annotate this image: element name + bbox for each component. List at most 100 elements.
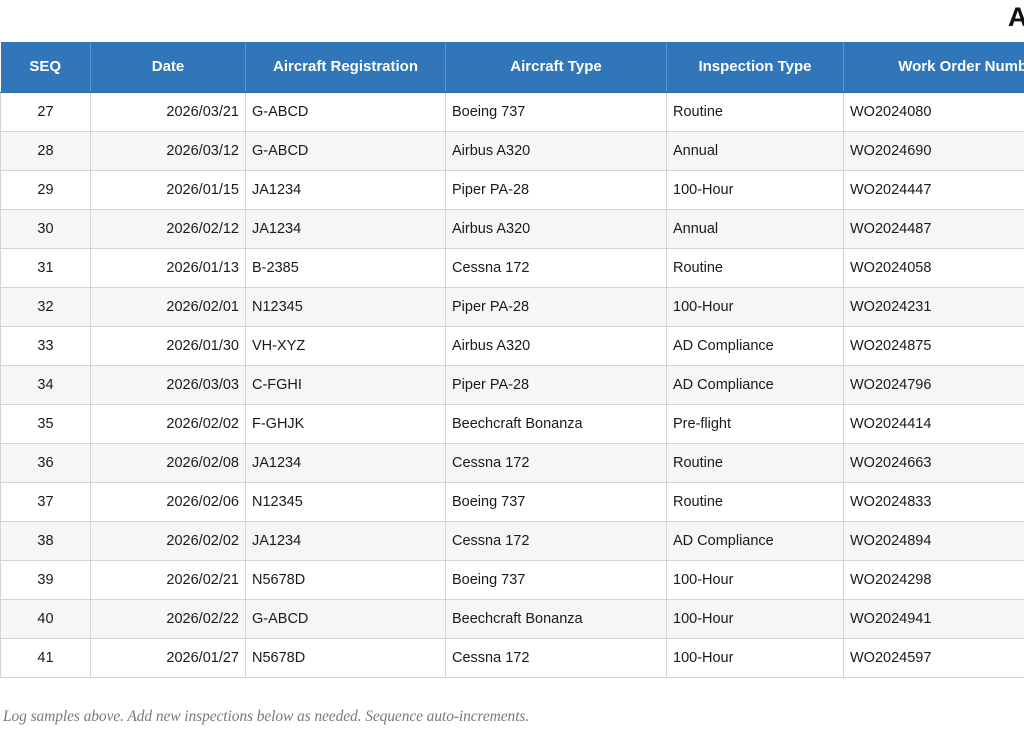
cell-aircraft-registration[interactable]: VH-XYZ (245, 325, 446, 366)
cell-aircraft-registration[interactable]: JA1234 (245, 208, 446, 249)
cell-aircraft-registration[interactable]: JA1234 (245, 520, 446, 561)
cell-work-order-number[interactable]: WO2024487 (843, 208, 1024, 249)
cell-seq[interactable]: 39 (0, 559, 91, 600)
cell-work-order-number[interactable]: WO2024298 (843, 559, 1024, 600)
column-header-seq[interactable]: SEQ (0, 42, 91, 93)
cell-aircraft-type[interactable]: Beechcraft Bonanza (445, 403, 667, 444)
cell-date[interactable]: 2026/02/06 (90, 481, 246, 522)
cell-work-order-number[interactable]: WO2024597 (843, 637, 1024, 678)
cell-inspection-type[interactable]: Routine (666, 481, 844, 522)
cell-seq[interactable]: 31 (0, 247, 91, 288)
cell-aircraft-type[interactable]: Airbus A320 (445, 325, 667, 366)
cell-seq[interactable]: 36 (0, 442, 91, 483)
cell-date[interactable]: 2026/02/01 (90, 286, 246, 327)
cell-work-order-number[interactable]: WO2024875 (843, 325, 1024, 366)
column-header-inspection-type[interactable]: Inspection Type (666, 42, 844, 93)
cell-seq[interactable]: 35 (0, 403, 91, 444)
cell-date[interactable]: 2026/02/12 (90, 208, 246, 249)
cell-date[interactable]: 2026/02/21 (90, 559, 246, 600)
cell-date[interactable]: 2026/01/27 (90, 637, 246, 678)
cell-aircraft-registration[interactable]: JA1234 (245, 442, 446, 483)
cell-inspection-type[interactable]: Routine (666, 247, 844, 288)
cell-aircraft-type[interactable]: Boeing 737 (445, 481, 667, 522)
cell-work-order-number[interactable]: WO2024796 (843, 364, 1024, 405)
cell-date[interactable]: 2026/02/02 (90, 403, 246, 444)
cell-seq[interactable]: 34 (0, 364, 91, 405)
cell-seq[interactable]: 40 (0, 598, 91, 639)
cell-work-order-number[interactable]: WO2024894 (843, 520, 1024, 561)
column-header-aircraft-registration[interactable]: Aircraft Registration (245, 42, 446, 93)
cell-work-order-number[interactable]: WO2024690 (843, 130, 1024, 171)
table-row[interactable]: 39 2026/02/21 N5678D Boeing 737 100-Hour WO20… (0, 559, 1024, 600)
cell-inspection-type[interactable]: AD Compliance (666, 364, 844, 405)
cell-work-order-number[interactable]: WO2024833 (843, 481, 1024, 522)
cell-aircraft-type[interactable]: Boeing 737 (445, 559, 667, 600)
cell-aircraft-registration[interactable]: F-GHJK (245, 403, 446, 444)
table-row[interactable]: 37 2026/02/06 N12345 Boeing 737 Routine WO202… (0, 481, 1024, 522)
cell-work-order-number[interactable]: WO2024414 (843, 403, 1024, 444)
cell-aircraft-type[interactable]: Piper PA-28 (445, 169, 667, 210)
cell-inspection-type[interactable]: Routine (666, 442, 844, 483)
cell-aircraft-type[interactable]: Piper PA-28 (445, 364, 667, 405)
cell-date[interactable]: 2026/01/13 (90, 247, 246, 288)
table-row[interactable]: 41 2026/01/27 N5678D Cessna 172 100-Hour WO20… (0, 637, 1024, 678)
table-row[interactable]: 40 2026/02/22 G-ABCD Beechcraft Bonanza 100-… (0, 598, 1024, 639)
cell-aircraft-registration[interactable]: JA1234 (245, 169, 446, 210)
table-row[interactable]: 30 2026/02/12 JA1234 Airbus A320 Annual WO202… (0, 208, 1024, 249)
table-row[interactable]: 28 2026/03/12 G-ABCD Airbus A320 Annual WO202… (0, 130, 1024, 171)
cell-inspection-type[interactable]: 100-Hour (666, 637, 844, 678)
column-header-date[interactable]: Date (90, 42, 246, 93)
column-header-work-order-number[interactable]: Work Order Number (843, 42, 1024, 93)
cell-inspection-type[interactable]: AD Compliance (666, 325, 844, 366)
cell-aircraft-type[interactable]: Airbus A320 (445, 208, 667, 249)
cell-aircraft-registration[interactable]: N5678D (245, 559, 446, 600)
cell-date[interactable]: 2026/03/03 (90, 364, 246, 405)
cell-date[interactable]: 2026/02/02 (90, 520, 246, 561)
table-row[interactable]: 34 2026/03/03 C-FGHI Piper PA-28 AD Complian… (0, 364, 1024, 405)
cell-seq[interactable]: 37 (0, 481, 91, 522)
cell-work-order-number[interactable]: WO2024447 (843, 169, 1024, 210)
cell-aircraft-registration[interactable]: C-FGHI (245, 364, 446, 405)
cell-aircraft-type[interactable]: Cessna 172 (445, 442, 667, 483)
cell-work-order-number[interactable]: WO2024231 (843, 286, 1024, 327)
table-row[interactable]: 31 2026/01/13 B-2385 Cessna 172 Routine WO202… (0, 247, 1024, 288)
column-header-aircraft-type[interactable]: Aircraft Type (445, 42, 667, 93)
cell-aircraft-type[interactable]: Beechcraft Bonanza (445, 598, 667, 639)
cell-aircraft-registration[interactable]: G-ABCD (245, 91, 446, 132)
table-row[interactable]: 27 2026/03/21 G-ABCD Boeing 737 Routine WO202… (0, 91, 1024, 132)
table-row[interactable]: 35 2026/02/02 F-GHJK Beechcraft Bonanza Pre-… (0, 403, 1024, 444)
cell-aircraft-type[interactable]: Cessna 172 (445, 520, 667, 561)
cell-aircraft-registration[interactable]: N5678D (245, 637, 446, 678)
cell-seq[interactable]: 30 (0, 208, 91, 249)
cell-date[interactable]: 2026/03/12 (90, 130, 246, 171)
cell-seq[interactable]: 28 (0, 130, 91, 171)
cell-aircraft-type[interactable]: Airbus A320 (445, 130, 667, 171)
cell-work-order-number[interactable]: WO2024080 (843, 91, 1024, 132)
cell-aircraft-type[interactable]: Boeing 737 (445, 91, 667, 132)
cell-inspection-type[interactable]: AD Compliance (666, 520, 844, 561)
cell-inspection-type[interactable]: Annual (666, 130, 844, 171)
cell-seq[interactable]: 32 (0, 286, 91, 327)
cell-work-order-number[interactable]: WO2024663 (843, 442, 1024, 483)
cell-seq[interactable]: 38 (0, 520, 91, 561)
cell-inspection-type[interactable]: Annual (666, 208, 844, 249)
table-row[interactable]: 32 2026/02/01 N12345 Piper PA-28 100-Hour WO2… (0, 286, 1024, 327)
cell-date[interactable]: 2026/02/08 (90, 442, 246, 483)
cell-date[interactable]: 2026/03/21 (90, 91, 246, 132)
cell-aircraft-type[interactable]: Cessna 172 (445, 637, 667, 678)
cell-seq[interactable]: 33 (0, 325, 91, 366)
cell-date[interactable]: 2026/01/30 (90, 325, 246, 366)
cell-aircraft-registration[interactable]: G-ABCD (245, 130, 446, 171)
cell-aircraft-type[interactable]: Piper PA-28 (445, 286, 667, 327)
cell-inspection-type[interactable]: Pre-flight (666, 403, 844, 444)
cell-date[interactable]: 2026/01/15 (90, 169, 246, 210)
cell-seq[interactable]: 29 (0, 169, 91, 210)
cell-inspection-type[interactable]: 100-Hour (666, 169, 844, 210)
cell-inspection-type[interactable]: Routine (666, 91, 844, 132)
cell-aircraft-registration[interactable]: N12345 (245, 481, 446, 522)
cell-aircraft-registration[interactable]: G-ABCD (245, 598, 446, 639)
table-row[interactable]: 36 2026/02/08 JA1234 Cessna 172 Routine WO202… (0, 442, 1024, 483)
cell-date[interactable]: 2026/02/22 (90, 598, 246, 639)
cell-aircraft-type[interactable]: Cessna 172 (445, 247, 667, 288)
cell-inspection-type[interactable]: 100-Hour (666, 559, 844, 600)
